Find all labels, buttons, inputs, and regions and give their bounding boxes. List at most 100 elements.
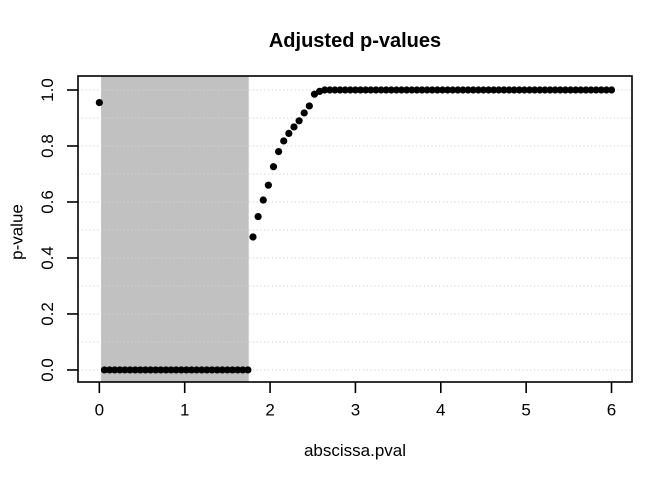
data-point [331,86,339,94]
data-point [408,86,416,94]
data-point [372,86,380,94]
data-point [428,86,436,94]
data-point [582,86,590,94]
x-tick-label: 0 [95,401,104,420]
data-point [572,86,580,94]
data-point [254,212,262,221]
y-tick-label: 0.8 [38,134,57,158]
data-point [515,86,523,94]
x-tick-label: 6 [607,401,616,420]
data-point [285,129,293,137]
y-tick-label: 0.0 [38,358,57,382]
data-point [490,86,498,94]
data-point [193,366,201,374]
data-point [469,86,477,94]
data-point [141,366,150,374]
data-point [495,86,503,94]
data-point [474,86,482,94]
significance-band [101,76,249,382]
data-point [541,86,549,94]
data-point [305,102,313,110]
data-point [167,366,175,374]
y-tick-label: 0.4 [38,246,57,270]
data-point [454,86,462,94]
data-point [459,86,467,94]
data-point [403,86,411,94]
data-point [510,86,518,94]
data-point [157,366,165,374]
data-point [223,366,231,374]
data-point [321,86,329,94]
x-tick-label: 3 [351,401,360,420]
data-point [607,86,616,94]
chart-title: Adjusted p-values [268,30,442,52]
data-point [500,86,508,94]
data-point [234,366,242,374]
data-point [551,86,559,94]
data-point [362,86,370,94]
data-point [577,86,585,94]
data-point [152,366,160,374]
data-point [326,86,334,94]
x-axis-label: abscissa.pval [303,441,407,460]
data-point [111,366,119,374]
data-point [136,366,144,374]
data-point [597,86,605,94]
data-point [505,86,513,94]
data-point [146,366,155,374]
data-point [259,196,267,204]
data-point [592,86,600,94]
data-point [228,366,237,374]
data-point [295,117,303,125]
data-point [198,366,206,374]
data-point [587,86,595,94]
data-point [121,366,129,374]
x-tick-label: 4 [436,401,445,420]
data-point [162,366,170,374]
data-point [172,366,180,374]
data-point [208,366,216,374]
data-point [367,86,375,94]
data-point [602,86,610,94]
data-point [336,86,344,94]
data-point [116,366,124,374]
data-point [556,86,564,94]
data-point [520,86,529,94]
data-point [182,366,191,374]
data-point [464,86,472,94]
data-point [392,86,401,94]
data-point [131,366,139,374]
data-point [346,86,354,94]
data-point [244,366,252,374]
data-point [423,86,431,94]
y-axis-label: p-value [7,204,27,260]
x-tick-label: 1 [180,401,189,420]
data-point [449,86,457,94]
data-point [187,366,196,374]
data-point [269,163,278,171]
data-point [100,366,109,374]
data-point [213,366,221,374]
data-point [531,86,539,94]
data-point [479,86,488,94]
data-point [484,86,493,94]
data-point [264,181,272,189]
y-tick-label: 1.0 [38,78,57,102]
x-tick-label: 5 [521,401,530,420]
x-tick-label: 2 [265,401,274,420]
data-point [218,366,226,374]
data-point [397,86,406,94]
data-point [418,86,426,94]
data-point [413,86,421,94]
y-tick-label: 0.2 [38,302,57,326]
data-point [438,86,447,94]
data-point [525,86,534,94]
data-point [433,86,441,94]
data-point [105,366,114,374]
data-point [341,86,349,94]
data-point [249,233,257,241]
data-point [377,86,385,94]
data-point [126,366,134,374]
